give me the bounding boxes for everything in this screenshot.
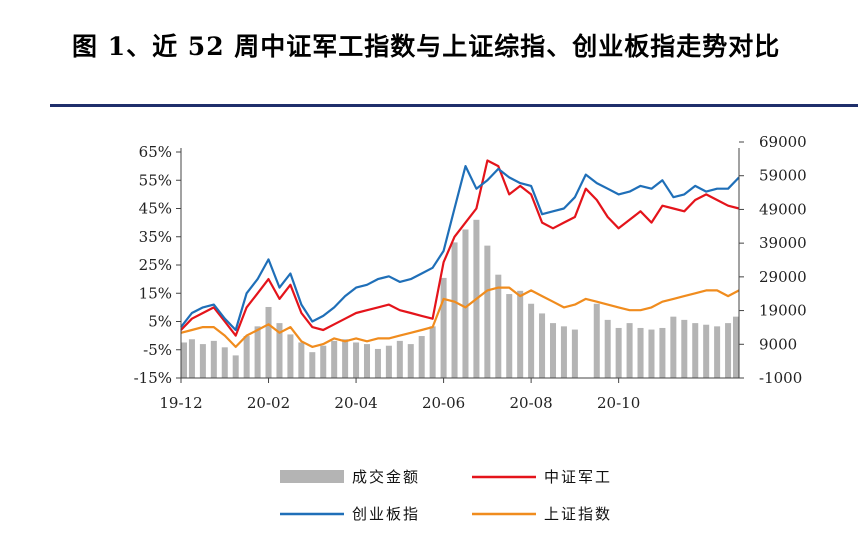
legend-label: 成交金额 (352, 468, 420, 486)
volume-bar (181, 342, 188, 378)
volume-bar (484, 245, 491, 378)
volume-bar (692, 323, 699, 378)
volume-bar (659, 327, 666, 378)
x-tick-label: 20-02 (247, 394, 290, 412)
volume-bar (648, 329, 655, 378)
volume-bar (298, 342, 305, 378)
volume-bar (276, 323, 283, 378)
volume-bar (681, 319, 688, 378)
volume-bar (385, 345, 392, 378)
volume-bar (571, 329, 578, 378)
volume-bar (440, 277, 447, 378)
volume-bar (221, 347, 228, 378)
volume-bar (210, 340, 217, 378)
volume-bar (320, 345, 327, 378)
volume-bar (265, 306, 272, 378)
right-tick-label: 29000 (759, 268, 807, 286)
volume-bar (188, 339, 195, 378)
right-tick-label: -1000 (759, 369, 802, 387)
right-tick-label: 39000 (759, 234, 807, 252)
volume-bar (539, 313, 546, 378)
volume-bar (287, 334, 294, 378)
volume-bar (254, 326, 261, 378)
volume-bar (353, 342, 360, 378)
volume-bar (593, 303, 600, 378)
x-tick-label: 20-08 (509, 394, 552, 412)
series-lines (180, 159, 740, 348)
left-tick-label: -15% (134, 369, 172, 387)
volume-bar (331, 340, 338, 378)
volume-bar (549, 323, 557, 378)
volume-bar (429, 326, 436, 378)
x-tick-label: 20-04 (334, 394, 377, 412)
x-tick-label: 20-10 (597, 394, 640, 412)
left-tick-label: 5% (148, 313, 172, 331)
volume-bar (615, 327, 622, 378)
series-line-上证指数 (180, 286, 740, 348)
volume-bar (342, 339, 349, 378)
x-tick-label: 19-12 (159, 394, 202, 412)
volume-bar (396, 340, 403, 378)
volume-bar (604, 319, 611, 378)
legend-label: 中证军工 (544, 468, 612, 486)
left-tick-label: 45% (139, 200, 172, 218)
right-tick-label: 9000 (759, 335, 797, 353)
volume-bar (626, 323, 633, 378)
volume-bar (462, 229, 469, 378)
volume-bar (560, 326, 567, 378)
volume-bar (528, 303, 535, 378)
volume-bar (670, 316, 677, 378)
right-tick-label: 59000 (759, 167, 807, 185)
volume-bar (199, 344, 206, 378)
volume-bar (725, 323, 732, 378)
volume-bar (363, 344, 371, 378)
left-tick-label: 25% (139, 256, 172, 274)
left-tick-label: -5% (143, 341, 172, 359)
volume-bar (732, 316, 739, 378)
series-line-中证军工 (180, 159, 740, 337)
right-tick-label: 49000 (759, 200, 807, 218)
volume-bar (451, 242, 458, 378)
volume-bar (418, 336, 425, 378)
legend-swatch-bar (280, 470, 344, 483)
axes: 65% 55% 45% 35% 25% 15% 5% -5% -15% 69000 59000 490… (134, 133, 807, 412)
legend-label: 上证指数 (544, 505, 612, 523)
volume-bar (232, 355, 239, 378)
x-tick-label: 20-06 (422, 394, 465, 412)
volume-bar (309, 352, 316, 378)
volume-bar (703, 324, 710, 378)
left-tick-label: 15% (139, 284, 172, 302)
series-line-创业板指 (180, 165, 740, 332)
volume-bar (517, 290, 524, 378)
volume-bars (181, 219, 739, 378)
left-tick-label: 55% (139, 171, 172, 189)
left-tick-label: 65% (139, 143, 172, 161)
volume-bar (637, 327, 644, 378)
volume-bar (506, 294, 513, 378)
left-tick-label: 35% (139, 228, 172, 246)
title-divider (50, 104, 858, 107)
right-tick-label: 19000 (759, 302, 807, 320)
chart-title: 图 1、近 52 周中证军工指数与上证综指、创业板指走势对比 (72, 32, 781, 61)
right-tick-label: 69000 (759, 133, 807, 151)
volume-bar (374, 348, 381, 378)
volume-bar (243, 336, 250, 378)
volume-bar (407, 344, 414, 378)
volume-bar (714, 326, 721, 378)
volume-bar (495, 274, 502, 378)
legend-label: 创业板指 (352, 505, 420, 523)
